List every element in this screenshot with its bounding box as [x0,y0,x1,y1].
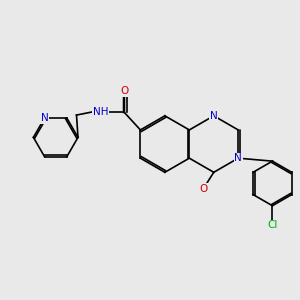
Text: N: N [234,153,242,163]
Text: O: O [199,184,208,194]
Text: N: N [41,113,48,123]
Text: N: N [210,111,218,121]
Text: Cl: Cl [267,220,278,230]
Text: NH: NH [92,107,108,117]
Text: O: O [120,86,128,96]
